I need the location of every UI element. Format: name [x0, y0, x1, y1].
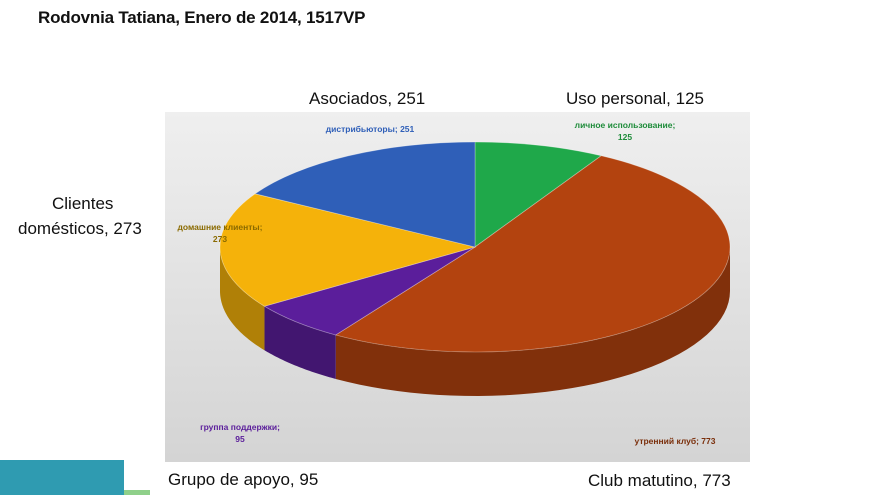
pie-side-группа-поддержки: [264, 306, 336, 379]
data-label-дистрибьюторы: дистрибьюторы; 251: [326, 124, 415, 134]
pie-chart: личное использование; 125 утренний клуб; 7…: [165, 112, 750, 462]
decorative-green-mark: [124, 490, 150, 495]
pie-side-домашние-клиенты: [220, 247, 265, 351]
data-label-группа-поддержки: группа поддержки; 95: [200, 422, 280, 444]
pie-slice-группа-поддержки: [263, 246, 476, 336]
pie-slice-дистрибьюторы: [254, 141, 476, 248]
annotation-club-matutino: Club matutino, 773: [588, 471, 731, 490]
pie-slice-утренний-клуб: [334, 155, 731, 353]
annotation-uso-personal: Uso personal, 125: [566, 89, 704, 108]
data-label-домашние-клиенты: домашние клиенты; 273: [177, 222, 262, 244]
data-label-личное-использование: личное использование; 125: [575, 120, 676, 142]
chart-title: Rodovnia Tatiana, Enero de 2014, 1517VP: [38, 8, 366, 27]
annotation-asociados: Asociados, 251: [309, 89, 426, 108]
decorative-teal-bar: [0, 460, 124, 495]
pie-slice-домашние-клиенты: [219, 193, 477, 307]
annotation-clientes-line1: Clientes: [52, 194, 114, 213]
data-label-утренний-клуб: утренний клуб; 773: [635, 436, 716, 446]
pie-slice-личное-использование: [474, 141, 603, 248]
annotation-clientes-line2: domésticos, 273: [18, 219, 142, 238]
annotation-grupo-de-apoyo: Grupo de apoyo, 95: [168, 470, 319, 489]
pie-side-утренний-клуб: [335, 247, 730, 396]
